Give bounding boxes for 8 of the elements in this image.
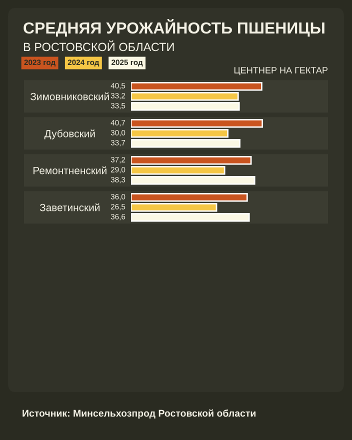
chart-subtitle: В РОСТОВСКОЙ ОБЛАСТИ xyxy=(24,40,174,52)
x-axis-title: ЦЕНТНЕР НА ГЕКТАР xyxy=(234,67,328,76)
chart-title: СРЕДНЯЯ УРОЖАЙНОСТЬ ПШЕНИЦЫ xyxy=(24,19,324,37)
y-tick-label: Ремонтненский xyxy=(34,166,106,174)
text: Источник: Минсельхозпрод Ростовской области xyxy=(22,409,256,419)
y-tick-label: Заветинский xyxy=(40,203,100,212)
y-tick-label: Дубовский xyxy=(44,129,95,140)
y-tick-label: Зимовниковский xyxy=(30,92,109,100)
